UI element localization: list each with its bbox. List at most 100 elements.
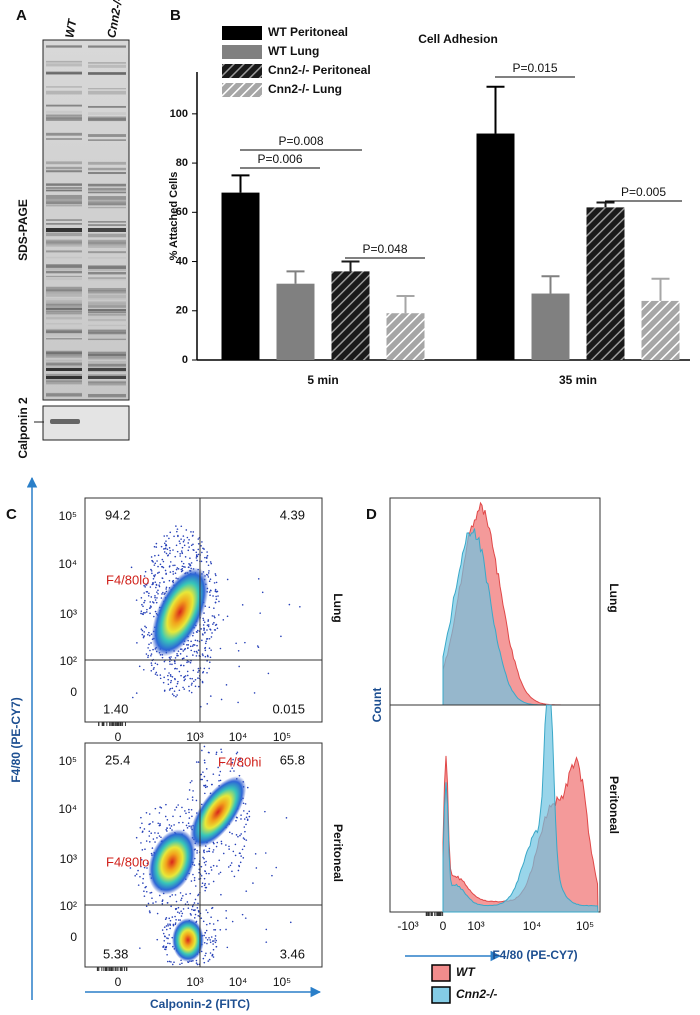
panel-label: A bbox=[16, 7, 27, 24]
gel-band bbox=[46, 104, 82, 107]
event-dot bbox=[173, 690, 176, 692]
event-dot bbox=[203, 775, 206, 778]
event-dot bbox=[237, 701, 239, 704]
event-dot bbox=[168, 672, 170, 674]
event-dot bbox=[180, 899, 182, 902]
event-dot bbox=[213, 842, 215, 845]
event-dot bbox=[169, 923, 171, 925]
event-dot bbox=[142, 668, 145, 671]
event-dot bbox=[202, 654, 204, 657]
event-dot bbox=[195, 557, 198, 559]
event-dot bbox=[205, 860, 207, 863]
event-dot bbox=[178, 912, 181, 914]
event-dot bbox=[154, 841, 156, 843]
event-dot bbox=[184, 566, 186, 568]
event-dot bbox=[147, 633, 149, 636]
event-dot bbox=[209, 628, 211, 630]
event-dot bbox=[166, 818, 169, 821]
event-dot bbox=[241, 604, 244, 606]
event-dot bbox=[193, 902, 196, 904]
event-dot bbox=[184, 810, 186, 812]
event-dot bbox=[164, 668, 166, 670]
event-dot bbox=[157, 822, 160, 825]
event-dot bbox=[151, 572, 153, 575]
gel-band bbox=[88, 251, 126, 254]
event-dot bbox=[182, 540, 185, 543]
event-dot bbox=[205, 952, 207, 955]
event-dot bbox=[205, 929, 208, 932]
gel-band bbox=[88, 363, 126, 368]
event-dot bbox=[176, 567, 179, 569]
event-dot bbox=[205, 872, 208, 875]
event-dot bbox=[244, 917, 247, 919]
event-dot bbox=[257, 646, 260, 649]
gel-band bbox=[88, 191, 126, 194]
event-dot bbox=[139, 947, 141, 949]
p-value: P=0.006 bbox=[257, 152, 302, 166]
gel-band bbox=[46, 304, 82, 308]
panel-label: B bbox=[170, 7, 181, 24]
event-dot bbox=[145, 653, 148, 655]
event-dot bbox=[171, 663, 173, 666]
event-dot bbox=[206, 629, 208, 631]
event-dot bbox=[174, 923, 177, 926]
event-dot bbox=[189, 645, 192, 648]
event-dot bbox=[166, 902, 169, 904]
gel-band bbox=[46, 352, 82, 355]
legend-swatch bbox=[222, 83, 262, 97]
event-dot bbox=[188, 538, 190, 541]
event-dot bbox=[165, 540, 167, 542]
gel-band bbox=[46, 256, 82, 259]
event-dot bbox=[159, 563, 162, 566]
histogram bbox=[442, 704, 599, 913]
event-dot bbox=[162, 681, 165, 684]
event-dot bbox=[215, 595, 217, 598]
gel-band bbox=[88, 90, 126, 95]
event-dot bbox=[182, 565, 185, 568]
event-dot bbox=[207, 625, 210, 628]
event-dot bbox=[209, 952, 212, 954]
event-dot bbox=[197, 677, 199, 679]
event-dot bbox=[173, 961, 175, 964]
event-dot bbox=[163, 940, 166, 942]
gel-band bbox=[46, 239, 82, 244]
gel-band bbox=[46, 379, 82, 383]
event-dot bbox=[151, 897, 153, 900]
event-dot bbox=[226, 946, 229, 949]
row-label: Lung bbox=[607, 583, 621, 612]
gel-band bbox=[88, 112, 126, 115]
event-dot bbox=[244, 803, 247, 805]
event-dot bbox=[201, 639, 203, 642]
event-dot bbox=[215, 581, 218, 584]
lane-label: Cnn2-/- bbox=[104, 0, 125, 39]
event-dot bbox=[193, 680, 195, 683]
gel-band bbox=[46, 45, 82, 48]
event-dot bbox=[145, 905, 148, 908]
event-dot bbox=[162, 932, 165, 935]
event-dot bbox=[173, 535, 175, 538]
x-tick-label: -10³ bbox=[397, 919, 418, 933]
y-tick-label: 0 bbox=[70, 685, 77, 699]
event-dot bbox=[219, 770, 222, 773]
event-dot bbox=[174, 894, 177, 896]
gel-band bbox=[88, 302, 126, 306]
gel-band bbox=[46, 63, 82, 67]
event-dot bbox=[169, 571, 172, 573]
gel-band bbox=[46, 183, 82, 187]
legend-swatch bbox=[431, 986, 451, 1004]
y-tick-label: 10⁴ bbox=[58, 802, 77, 816]
quadrant-value: 0.015 bbox=[272, 701, 305, 716]
panel-label: C bbox=[6, 506, 17, 523]
event-dot bbox=[156, 674, 159, 676]
gel-band bbox=[46, 86, 82, 88]
legend-label: Cnn2-/- Lung bbox=[268, 82, 342, 96]
gel-band bbox=[88, 88, 126, 90]
event-dot bbox=[235, 752, 238, 755]
event-dot bbox=[204, 631, 206, 634]
x-tick-label: 5 min bbox=[307, 373, 338, 387]
event-dot bbox=[201, 653, 204, 655]
event-dot bbox=[203, 857, 205, 860]
event-dot bbox=[194, 685, 197, 688]
event-dot bbox=[168, 689, 171, 691]
event-dot bbox=[148, 592, 150, 595]
